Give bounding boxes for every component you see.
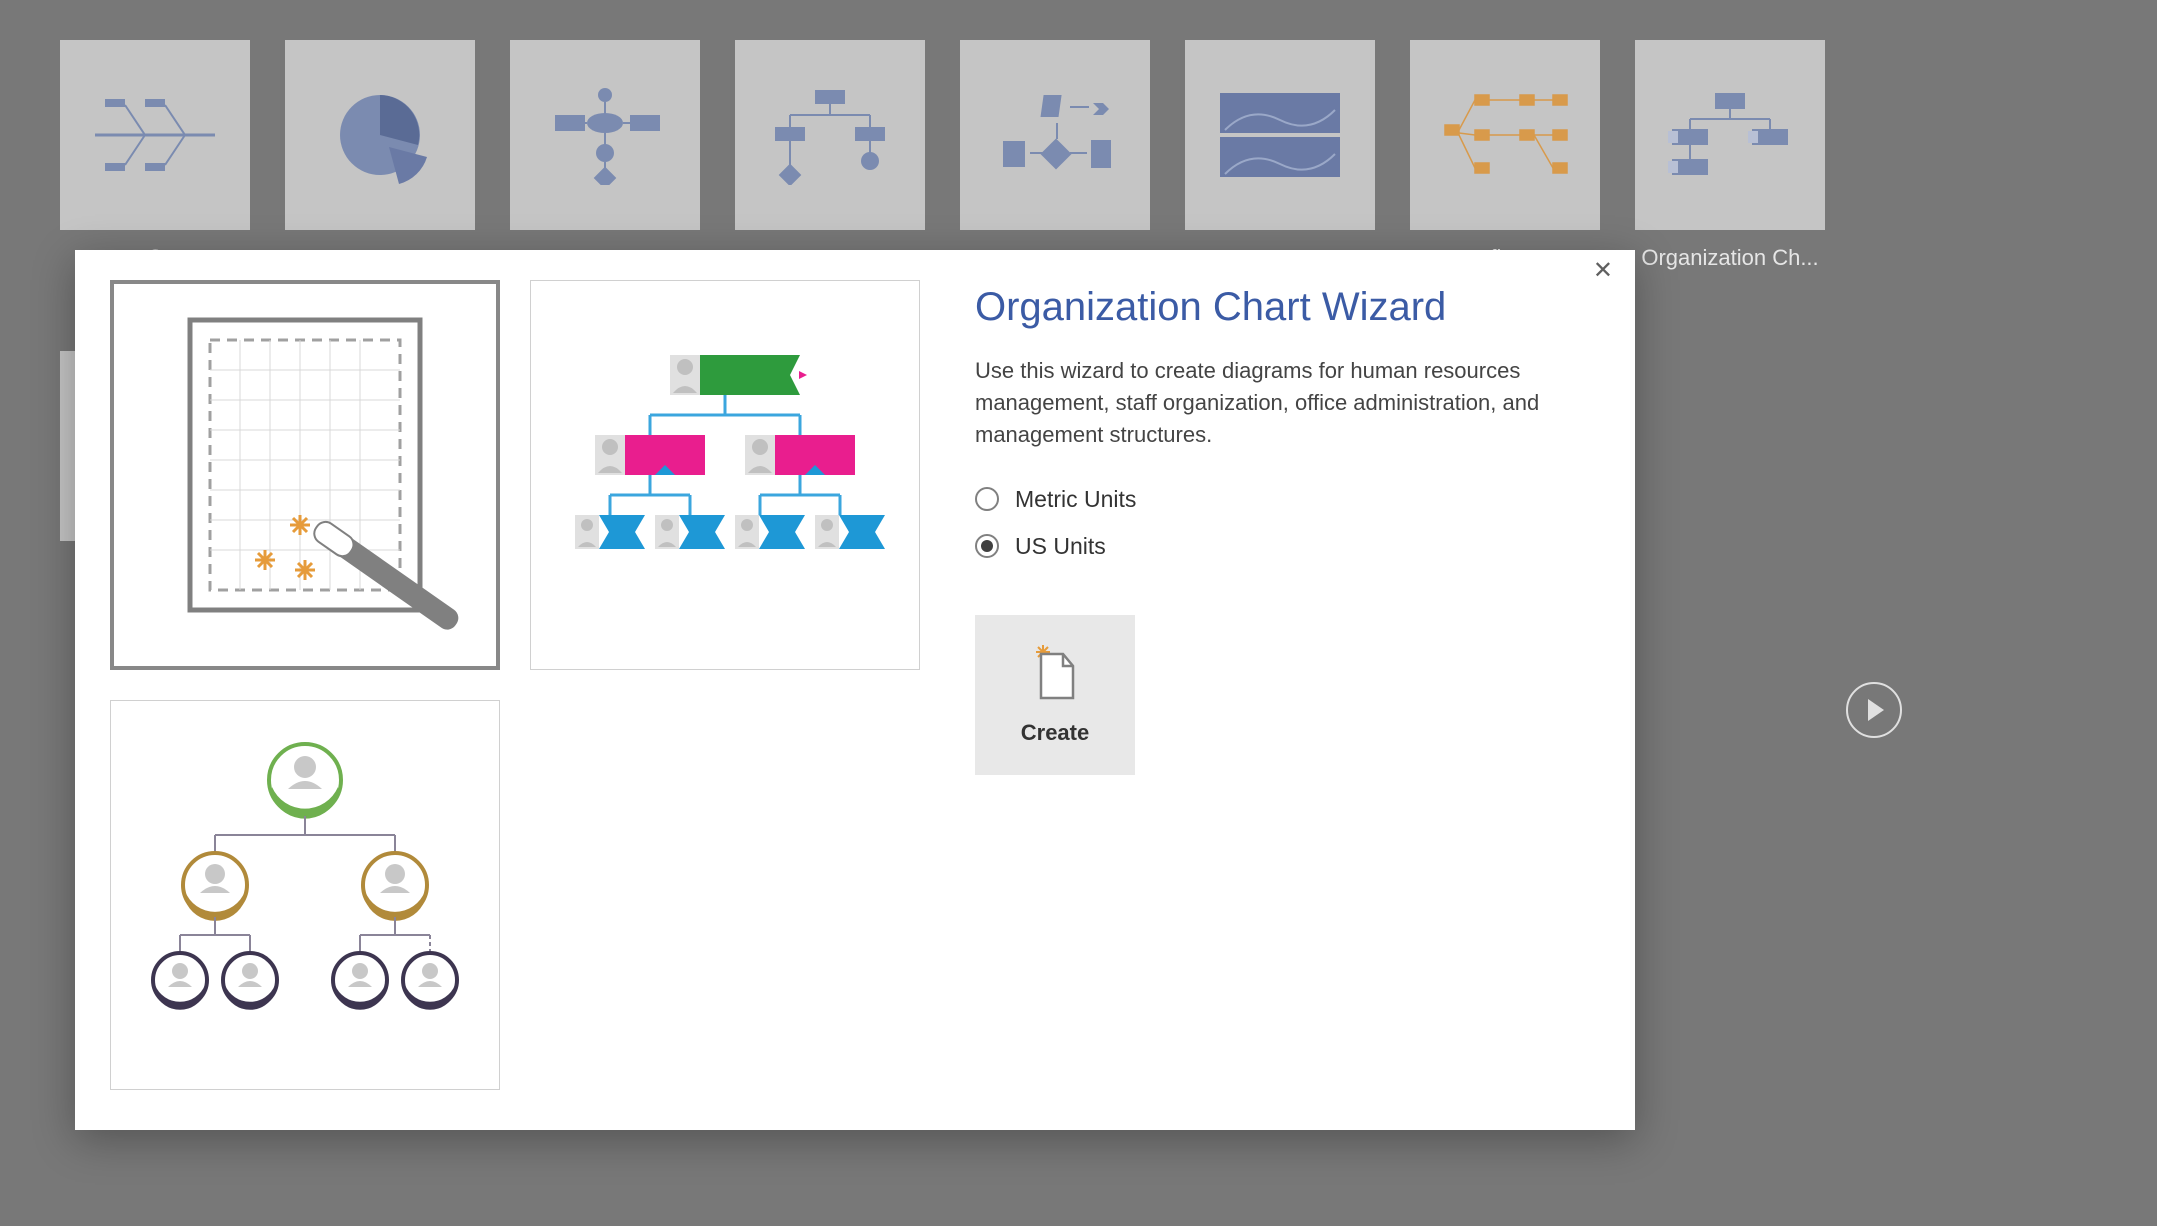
units-radio-group: Metric Units US Units: [975, 486, 1600, 560]
radio-button-icon: [975, 534, 999, 558]
gallery-tile[interactable]: C: [60, 40, 250, 271]
gallery-tile-label: Organization Ch...: [1635, 245, 1825, 271]
gallery-tile[interactable]: [960, 40, 1150, 271]
gallery-tile[interactable]: [1185, 40, 1375, 271]
create-button-label: Create: [1021, 720, 1089, 746]
dialog-info-panel: Organization Chart Wizard Use this wizar…: [975, 280, 1600, 1100]
radio-label: US Units: [1015, 533, 1106, 560]
close-icon: ✕: [1593, 257, 1613, 284]
radio-button-icon: [975, 487, 999, 511]
gallery-tile[interactable]: Organization Ch...: [1635, 40, 1825, 271]
gallery-tile[interactable]: [735, 40, 925, 271]
radio-label: Metric Units: [1015, 486, 1136, 513]
dialog-description: Use this wizard to create diagrams for h…: [975, 355, 1575, 451]
scroll-next-button[interactable]: [1846, 682, 1902, 738]
template-variant-circles[interactable]: [110, 700, 500, 1090]
create-button[interactable]: Create: [975, 615, 1135, 775]
gallery-tile[interactable]: fi...: [1410, 40, 1600, 271]
radio-us-units[interactable]: US Units: [975, 533, 1600, 560]
org-chart-wizard-dialog: ✕: [75, 250, 1635, 1130]
template-variant-wizard[interactable]: [110, 280, 500, 670]
gallery-tile[interactable]: [285, 40, 475, 271]
close-button[interactable]: ✕: [1585, 255, 1621, 287]
new-document-icon: [1031, 644, 1079, 700]
radio-metric-units[interactable]: Metric Units: [975, 486, 1600, 513]
template-variant-grid: [110, 280, 920, 1100]
template-variant-belt[interactable]: [530, 280, 920, 670]
gallery-tile[interactable]: [510, 40, 700, 271]
gallery-row-1: C: [60, 40, 2097, 271]
dialog-title: Organization Chart Wizard: [975, 285, 1600, 330]
